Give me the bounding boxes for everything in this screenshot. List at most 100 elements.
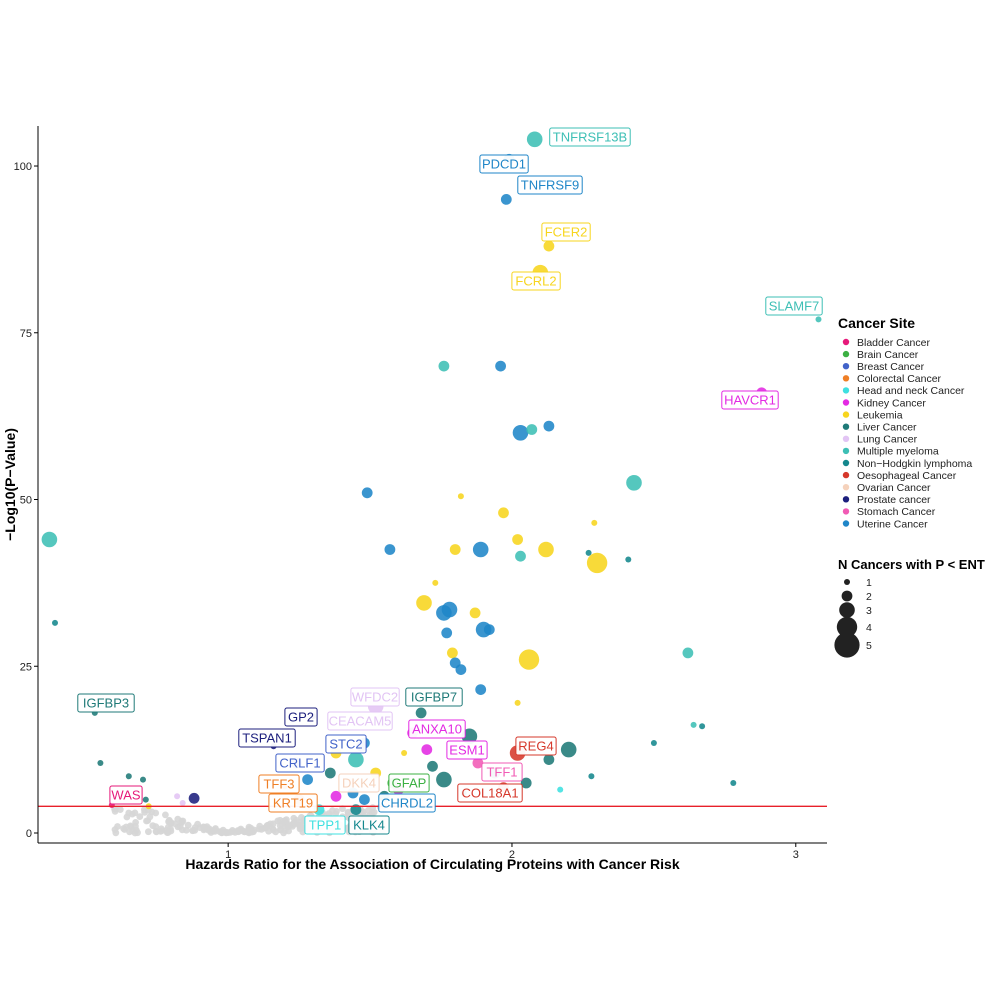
point-label-box (275, 753, 325, 773)
data-point (415, 707, 427, 719)
data-point (125, 773, 132, 780)
legend-label: Liver Cancer (857, 422, 917, 434)
data-point (690, 721, 697, 728)
point-label: SLAMF7 (765, 296, 823, 316)
non-significant-point (123, 813, 131, 821)
non-significant-point (280, 817, 288, 825)
point-label-box (238, 728, 296, 748)
data-point (384, 544, 396, 555)
legend-title: Cancer Site (838, 315, 915, 331)
point-label-text: WAS (111, 788, 140, 803)
point-label-box (765, 296, 823, 316)
non-significant-point (116, 806, 124, 813)
point-label-text: STC2 (329, 737, 362, 752)
data-point (518, 649, 540, 670)
data-point (361, 487, 373, 499)
data-point (543, 420, 555, 432)
point-label-box (479, 154, 529, 174)
legend-size-swatch (836, 616, 858, 638)
point-label-box (348, 815, 390, 835)
data-point (427, 760, 438, 772)
point-label-box (408, 719, 466, 739)
legend-swatch (842, 363, 850, 370)
point-label-box (517, 175, 583, 195)
point-label-text: WFDC2 (352, 690, 398, 705)
legend-size: N Cancers with P < ENT 1 2 3 4 5 (834, 557, 985, 658)
non-significant-point (276, 822, 284, 830)
legend-swatch (842, 459, 850, 467)
point-label-box (378, 793, 436, 813)
point-label-box (541, 222, 591, 242)
legend-label: Kidney Cancer (857, 397, 926, 409)
legend-size-label: 1 (866, 577, 872, 589)
data-point (469, 607, 481, 619)
data-point (140, 776, 146, 783)
data-point (438, 360, 450, 372)
point-label-text: TFF1 (486, 765, 517, 780)
data-point (557, 786, 564, 793)
data-point (142, 796, 149, 803)
x-tick-label: 2 (509, 849, 515, 861)
data-points (41, 131, 822, 816)
point-label-text: KLK4 (353, 818, 385, 833)
point-label-box (77, 693, 135, 713)
data-point (500, 194, 512, 205)
legend-swatch (842, 508, 850, 515)
y-tick-label: 100 (14, 161, 32, 173)
x-tick-label: 1 (225, 849, 231, 861)
legend-swatch (842, 411, 850, 418)
legend-label: Ovarian Cancer (857, 482, 931, 494)
point-label-text: SLAMF7 (769, 299, 820, 314)
data-point (359, 794, 370, 805)
data-point (97, 760, 104, 766)
data-point (515, 550, 526, 562)
data-point (449, 544, 461, 555)
non-significant-point (122, 823, 130, 831)
non-significant-point (364, 807, 372, 814)
non-significant-point (158, 827, 166, 835)
non-significant-point (146, 813, 154, 821)
legend-size-swatch (844, 579, 850, 585)
data-point (626, 475, 642, 491)
legend-swatch (842, 447, 850, 455)
data-point (475, 684, 487, 695)
non-significant-point (206, 827, 214, 835)
point-label: CEACAM5 (327, 711, 393, 731)
point-label: REG4 (515, 736, 557, 756)
non-significant-point (167, 827, 175, 835)
non-significant-point (246, 827, 253, 835)
data-point (526, 424, 538, 435)
y-tick-label: 0 (26, 828, 32, 840)
legend-swatch (842, 484, 850, 491)
legend-label: Oesophageal Cancer (857, 470, 957, 482)
point-labels: TNFRSF13B PDCD1 TNFRSF9 FCER2 FCRL2 SLAMF7 HAV… (77, 127, 823, 835)
point-label-box (721, 390, 779, 410)
data-point (350, 804, 362, 816)
point-label-text: PDCD1 (482, 157, 526, 172)
point-label-box (284, 707, 318, 727)
point-label-text: DKK4 (342, 776, 376, 791)
point-label-box (350, 687, 400, 707)
legend-label: Lung Cancer (857, 434, 918, 446)
legend-label: Breast Cancer (857, 361, 925, 373)
non-significant-point (201, 824, 208, 832)
non-significant-point (218, 829, 226, 836)
x-tick-label: 3 (793, 849, 799, 861)
non-significant-point (129, 827, 136, 835)
point-label-box (481, 762, 523, 782)
legend-size-swatch (839, 602, 855, 618)
point-label-text: CRLF1 (279, 756, 320, 771)
non-significant-point (162, 811, 169, 819)
non-significant-point (128, 810, 136, 818)
data-point (730, 780, 737, 786)
point-label: PDCD1 (479, 154, 529, 174)
legend-swatch (842, 387, 850, 394)
point-label: CRLF1 (275, 753, 325, 773)
point-label-text: TNFRSF13B (553, 130, 627, 145)
point-label: TSPAN1 (238, 728, 296, 748)
y-tick-label: 25 (20, 661, 32, 673)
point-label-text: ESM1 (449, 743, 484, 758)
data-point (512, 425, 529, 441)
non-significant-point (239, 827, 247, 835)
